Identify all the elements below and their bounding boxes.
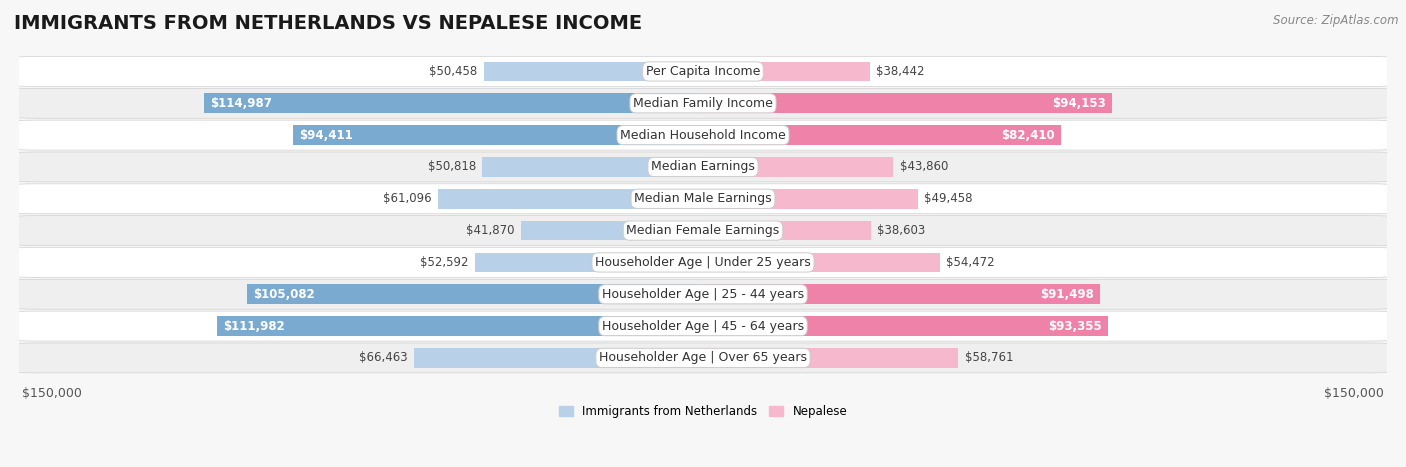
Text: Householder Age | Under 25 years: Householder Age | Under 25 years [595, 256, 811, 269]
Bar [703, 125, 1062, 145]
FancyBboxPatch shape [13, 57, 1393, 86]
Bar [703, 348, 959, 368]
Legend: Immigrants from Netherlands, Nepalese: Immigrants from Netherlands, Nepalese [554, 401, 852, 423]
Text: $91,498: $91,498 [1040, 288, 1094, 301]
Text: Householder Age | 45 - 64 years: Householder Age | 45 - 64 years [602, 319, 804, 333]
FancyBboxPatch shape [13, 279, 1393, 309]
Bar [703, 284, 1101, 304]
Text: $49,458: $49,458 [924, 192, 973, 205]
Text: $50,458: $50,458 [429, 65, 478, 78]
Text: $52,592: $52,592 [419, 256, 468, 269]
Text: Median Earnings: Median Earnings [651, 161, 755, 173]
Text: $54,472: $54,472 [946, 256, 994, 269]
Bar [475, 253, 703, 272]
Text: $41,870: $41,870 [467, 224, 515, 237]
Text: Median Male Earnings: Median Male Earnings [634, 192, 772, 205]
Text: Source: ZipAtlas.com: Source: ZipAtlas.com [1274, 14, 1399, 27]
Text: $43,860: $43,860 [900, 161, 949, 173]
Bar [482, 157, 703, 177]
Bar [204, 93, 703, 113]
Text: $58,761: $58,761 [965, 352, 1014, 364]
Text: $93,355: $93,355 [1047, 319, 1102, 333]
Text: $38,603: $38,603 [877, 224, 925, 237]
Text: IMMIGRANTS FROM NETHERLANDS VS NEPALESE INCOME: IMMIGRANTS FROM NETHERLANDS VS NEPALESE … [14, 14, 643, 33]
Bar [217, 316, 703, 336]
FancyBboxPatch shape [13, 152, 1393, 182]
Text: $61,096: $61,096 [382, 192, 432, 205]
FancyBboxPatch shape [13, 343, 1393, 373]
Text: Householder Age | 25 - 44 years: Householder Age | 25 - 44 years [602, 288, 804, 301]
Bar [703, 62, 870, 81]
Bar [522, 221, 703, 241]
FancyBboxPatch shape [13, 248, 1393, 277]
Bar [703, 253, 939, 272]
Text: Median Female Earnings: Median Female Earnings [627, 224, 779, 237]
Text: Median Household Income: Median Household Income [620, 128, 786, 142]
Text: $111,982: $111,982 [224, 319, 285, 333]
Bar [703, 189, 918, 209]
Text: Median Family Income: Median Family Income [633, 97, 773, 110]
Text: $105,082: $105,082 [253, 288, 315, 301]
Text: $82,410: $82,410 [1001, 128, 1054, 142]
Text: $50,818: $50,818 [427, 161, 475, 173]
Text: Householder Age | Over 65 years: Householder Age | Over 65 years [599, 352, 807, 364]
Bar [703, 316, 1108, 336]
Text: $66,463: $66,463 [359, 352, 408, 364]
Bar [246, 284, 703, 304]
Bar [484, 62, 703, 81]
Bar [703, 157, 893, 177]
Bar [292, 125, 703, 145]
Bar [703, 221, 870, 241]
FancyBboxPatch shape [13, 88, 1393, 118]
FancyBboxPatch shape [13, 184, 1393, 214]
Bar [703, 93, 1112, 113]
FancyBboxPatch shape [13, 120, 1393, 150]
Bar [437, 189, 703, 209]
Text: $38,442: $38,442 [876, 65, 925, 78]
Text: $114,987: $114,987 [209, 97, 271, 110]
FancyBboxPatch shape [13, 311, 1393, 341]
Text: Per Capita Income: Per Capita Income [645, 65, 761, 78]
Text: $94,153: $94,153 [1052, 97, 1105, 110]
Text: $94,411: $94,411 [299, 128, 353, 142]
Bar [415, 348, 703, 368]
FancyBboxPatch shape [13, 216, 1393, 246]
